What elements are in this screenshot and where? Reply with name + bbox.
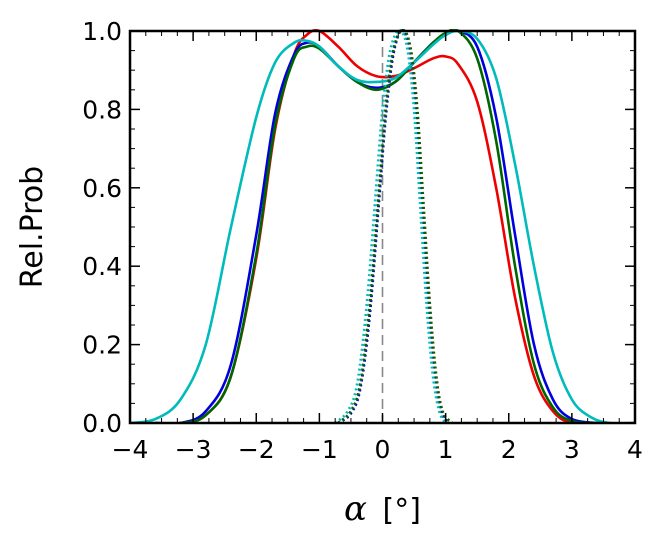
x-tick-label: 4	[627, 435, 643, 464]
y-tick-label: 0.6	[82, 174, 122, 203]
series-line-3	[155, 29, 598, 423]
y-tick-label: 0.0	[82, 409, 122, 438]
x-axis-unit: [°]	[383, 493, 421, 528]
x-tick-label: −4	[112, 435, 149, 464]
series-line-6	[337, 29, 450, 423]
y-tick-label: 1.0	[82, 17, 122, 46]
x-tick-label: 2	[501, 435, 517, 464]
axis-ticks: −4 −3 −2 −1 0 1 2 3 4 0.0 0.2 0.4 0.6 0.8 1.0	[82, 17, 643, 464]
y-tick-label: 0.4	[82, 252, 122, 281]
y-tick-label: 0.2	[82, 331, 122, 360]
plot-area	[130, 29, 635, 423]
series-line-4	[130, 29, 635, 423]
x-tick-label: −3	[175, 435, 212, 464]
y-tick-label: 0.8	[82, 95, 122, 124]
x-tick-label: 0	[375, 435, 391, 464]
x-tick-label: −1	[301, 435, 338, 464]
x-tick-label: −2	[238, 435, 275, 464]
x-axis-symbol: α	[344, 489, 367, 529]
x-tick-label: 3	[564, 435, 580, 464]
series-line-7	[337, 29, 454, 423]
y-axis-label: Rel.Prob	[15, 166, 50, 288]
series-line-8	[334, 29, 447, 423]
x-tick-label: 1	[438, 435, 454, 464]
x-axis-label: α [°]	[344, 489, 421, 529]
series-line-5	[337, 29, 454, 423]
